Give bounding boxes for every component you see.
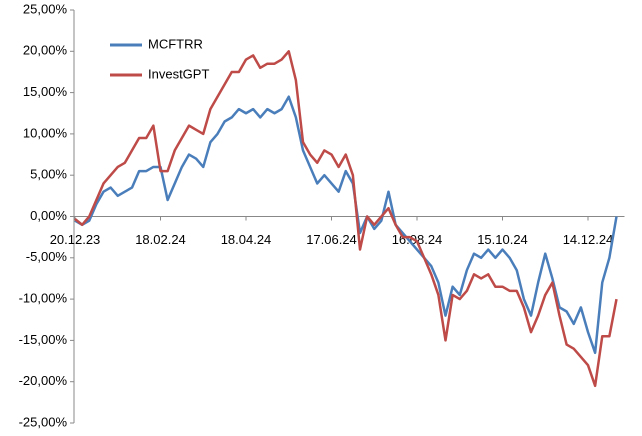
- y-tick-label: 5,00%: [30, 167, 67, 182]
- x-tick-label: 15.10.24: [477, 232, 528, 247]
- x-tick-label: 18.04.24: [221, 232, 272, 247]
- legend-label: MCFTRR: [148, 36, 203, 51]
- legend-label: InvestGPT: [148, 66, 209, 81]
- series-line: [74, 95, 618, 355]
- y-tick-label: 15,00%: [23, 84, 68, 99]
- y-tick-label: -10,00%: [19, 291, 68, 306]
- y-tick-label: -25,00%: [19, 414, 68, 429]
- y-tick-label: 0,00%: [30, 208, 67, 223]
- y-tick-label: -20,00%: [19, 373, 68, 388]
- x-tick-label: 18.02.24: [135, 232, 186, 247]
- y-tick-label: -15,00%: [19, 332, 68, 347]
- x-tick-label: 14.12.24: [563, 232, 614, 247]
- series-line: [74, 50, 618, 388]
- x-tick-label: 20.12.23: [50, 232, 101, 247]
- y-tick-label: 20,00%: [23, 43, 68, 58]
- y-tick-label: 10,00%: [23, 125, 68, 140]
- x-tick-label: 16.08.24: [392, 232, 443, 247]
- y-tick-label: 25,00%: [23, 1, 68, 16]
- x-tick-label: 17.06.24: [306, 232, 357, 247]
- y-tick-label: -5,00%: [26, 249, 68, 264]
